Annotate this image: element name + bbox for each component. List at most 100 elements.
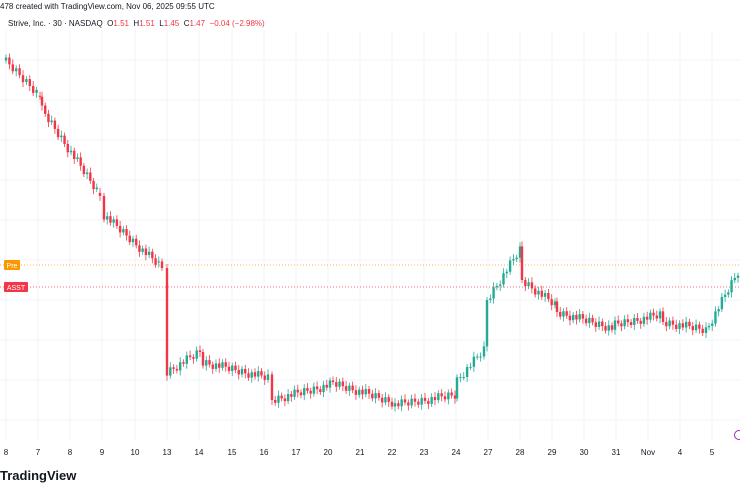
candle-body <box>524 280 527 287</box>
candle-body <box>380 397 384 403</box>
candle-body <box>489 298 492 300</box>
candle-body <box>151 251 154 259</box>
candle-body <box>214 363 218 369</box>
candle-body <box>597 321 601 327</box>
candle-body <box>286 394 290 402</box>
candle-body <box>417 401 420 405</box>
candle-body <box>4 57 8 61</box>
candle-body <box>253 372 257 377</box>
candle-body <box>601 321 604 327</box>
candle-body <box>198 350 202 352</box>
candle-body <box>192 357 195 359</box>
candle-body <box>607 325 610 331</box>
candle-body <box>60 135 63 138</box>
candle-body <box>175 368 179 371</box>
pre-badge-label: Pre <box>7 263 18 270</box>
candle-body <box>218 363 221 368</box>
candle-body <box>594 322 598 327</box>
candle-body <box>315 386 319 390</box>
candle-body <box>537 290 540 295</box>
candle-body <box>515 257 518 260</box>
candle-body <box>681 323 685 328</box>
candle-body <box>626 319 630 323</box>
high-label: H <box>133 19 140 28</box>
candle-body <box>125 229 128 236</box>
candle-body <box>433 397 437 401</box>
candle-body <box>437 393 440 401</box>
candle-body <box>604 326 607 331</box>
candle-body <box>520 246 524 280</box>
candle-body <box>377 393 381 398</box>
candle-body <box>407 402 410 406</box>
candle-body <box>665 322 668 327</box>
candle-body <box>82 165 86 175</box>
candle-body <box>678 323 681 329</box>
candle-body <box>550 299 553 306</box>
candle-body <box>499 284 502 286</box>
candle-body <box>642 316 646 324</box>
candle-body <box>736 275 740 278</box>
candle-body <box>293 389 296 397</box>
candle-body <box>322 384 325 392</box>
candle-body <box>296 389 299 393</box>
candle-body <box>266 374 270 380</box>
candle-body <box>260 371 263 376</box>
candle-body <box>465 366 469 377</box>
marker-circle-icon[interactable] <box>734 430 740 440</box>
low-value: 1.45 <box>163 19 180 28</box>
x-tick-label: 10 <box>131 448 140 457</box>
candle-body <box>462 377 465 378</box>
candle-body <box>733 277 736 281</box>
candle-body <box>723 294 727 297</box>
candle-body <box>141 248 144 252</box>
candle-body <box>172 367 175 369</box>
candle-body <box>575 314 578 320</box>
candle-body <box>201 352 205 366</box>
candle-body <box>274 400 277 403</box>
candle-body <box>698 324 701 329</box>
close-label: C <box>183 19 190 28</box>
candle-body <box>502 273 505 285</box>
candle-body <box>38 95 42 97</box>
x-tick-label: 31 <box>612 448 621 457</box>
candle-body <box>250 372 253 378</box>
candle-body <box>290 394 293 397</box>
candle-body <box>649 312 652 320</box>
candle-body <box>476 356 479 358</box>
candle-body <box>348 385 351 391</box>
high-value: 1.51 <box>139 19 155 28</box>
ticker-badge-label: ASST <box>7 285 26 292</box>
candle-body <box>50 120 53 123</box>
candle-body <box>617 320 620 324</box>
candle-body <box>240 368 244 375</box>
candle-body <box>559 312 562 317</box>
candle-body <box>341 381 345 387</box>
candle-body <box>122 229 125 233</box>
candle-body <box>344 386 348 391</box>
candle-body <box>106 216 109 220</box>
x-tick-label: 29 <box>548 448 557 457</box>
candle-body <box>118 225 122 233</box>
candle-body <box>453 395 457 399</box>
candle-body <box>247 373 250 378</box>
candle-body <box>21 75 25 83</box>
candle-body <box>450 392 453 396</box>
candle-body <box>658 311 662 319</box>
candle-body <box>472 356 476 367</box>
candle-body <box>76 157 79 160</box>
candle-body <box>231 365 234 372</box>
candle-body <box>661 311 665 322</box>
candle-body <box>571 314 575 321</box>
candle-body <box>555 301 559 312</box>
candle-body <box>69 150 73 153</box>
candle-body <box>704 327 708 333</box>
candle-body <box>66 143 69 153</box>
candle-body <box>112 219 115 223</box>
candle-body <box>430 397 433 404</box>
x-tick-label: 4 <box>678 448 683 457</box>
candle-body <box>568 315 572 321</box>
low-label: L <box>159 19 164 28</box>
candle-body <box>277 395 280 403</box>
candle-body <box>671 320 675 325</box>
